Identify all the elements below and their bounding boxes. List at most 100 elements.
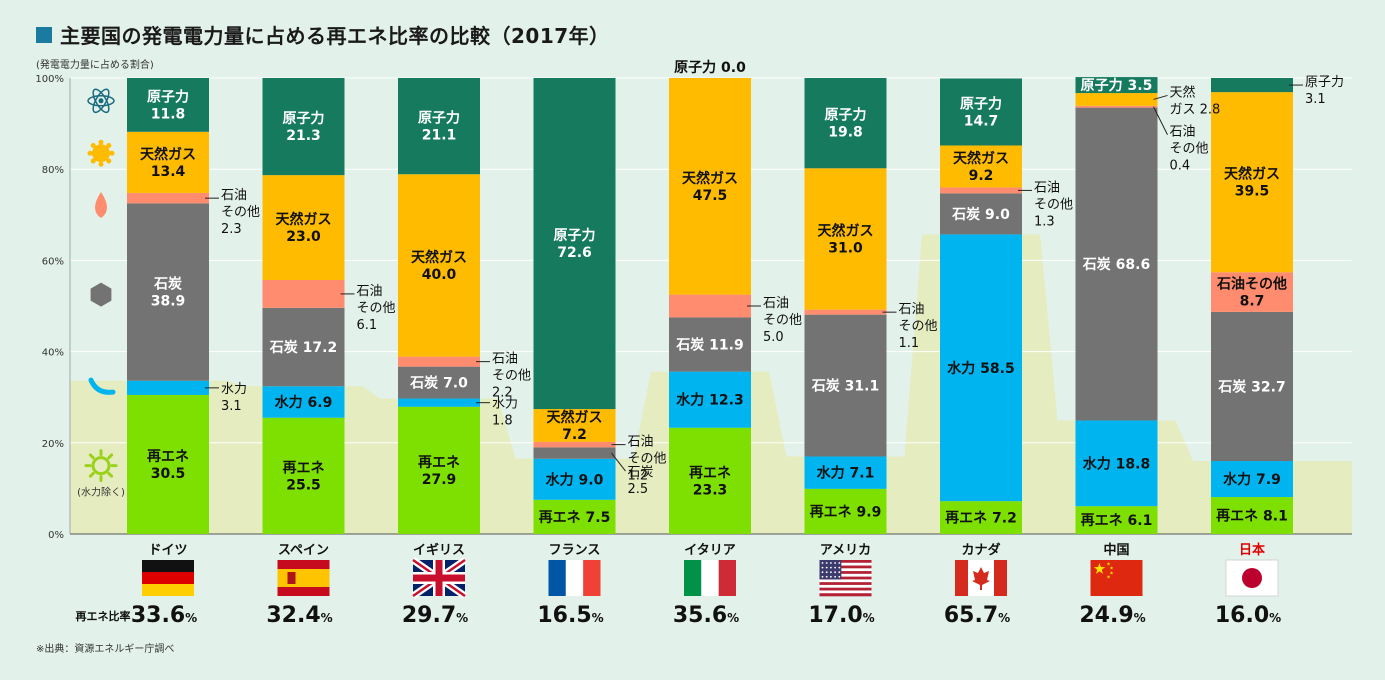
bar-segment-hydro <box>262 386 345 418</box>
ratio-unit: % <box>863 611 875 625</box>
bar-segment-coal <box>533 447 616 459</box>
bar-segment-renewable <box>533 499 616 534</box>
segment-label-out: 1.1 <box>899 336 920 351</box>
flag-icon <box>1090 560 1143 596</box>
segment-label-out: 3.1 <box>221 399 242 414</box>
flag-icon <box>830 562 832 564</box>
y-tick-label: 20% <box>42 439 64 450</box>
segment-label-out: 石炭 <box>628 465 654 480</box>
bar-segment-gas <box>804 168 887 310</box>
bar-segment-hydro <box>1211 461 1293 498</box>
segment-label: 再エネ <box>147 449 189 465</box>
segment-label: 石炭 31.1 <box>811 378 879 395</box>
sun-icon <box>107 453 114 460</box>
segment-label: 9.2 <box>969 168 994 184</box>
segment-label: 原子力 <box>147 88 189 105</box>
segment-label-out: 石油 <box>899 302 925 317</box>
bar-segment-nuclear <box>804 78 887 169</box>
segment-label: 天然ガス <box>682 170 738 187</box>
segment-label: 石炭 7.0 <box>409 375 468 392</box>
leader-line <box>611 452 626 472</box>
segment-label: 再エネ 8.1 <box>1216 509 1288 525</box>
bar-segment-nuclear <box>1075 77 1158 94</box>
segment-label: 38.9 <box>151 294 186 310</box>
flag-icon <box>830 566 832 569</box>
unit-note: (発電電力量に占める割合) <box>36 60 154 71</box>
segment-label: 25.5 <box>286 477 321 493</box>
flag-icon <box>819 565 872 569</box>
segment-label-out: 石油 <box>763 296 789 311</box>
segment-label-out: 2.5 <box>628 482 649 497</box>
bar-segment-coal <box>669 317 751 372</box>
flag-icon <box>821 562 824 564</box>
flag-icon <box>1106 562 1111 566</box>
bar-segment-oil <box>398 356 480 367</box>
segment-label: 19.8 <box>828 125 863 141</box>
bar-segment-hydro <box>669 371 751 428</box>
leader-line <box>1153 94 1168 100</box>
y-tick-label: 80% <box>42 165 64 176</box>
segment-label: 石炭 9.0 <box>951 206 1010 223</box>
source-note: ※出典：資源エネルギー庁調べ <box>36 644 175 655</box>
flag-icon <box>684 560 702 596</box>
y-tick-label: 0% <box>48 530 64 541</box>
country-label: アメリカ <box>820 543 871 558</box>
bar-segment-nuclear <box>1211 78 1293 93</box>
ratio-unit: % <box>727 611 739 625</box>
bar-segment-gas <box>127 131 209 193</box>
flag-icon <box>838 575 841 578</box>
segment-label: 再エネ <box>418 455 460 471</box>
bar-segment-gas <box>398 174 480 357</box>
renewable-ratio-value: 32.4% <box>266 603 332 628</box>
bar-segment-oil <box>262 280 345 308</box>
segment-label: 石炭 32.7 <box>1217 378 1285 395</box>
flag-icon <box>838 566 841 569</box>
flag-icon <box>565 560 584 596</box>
segment-label-out: 5.0 <box>763 330 784 345</box>
flag-icon <box>277 569 330 587</box>
flag-icon <box>821 571 824 574</box>
flag-icon <box>819 590 872 594</box>
flag-icon <box>819 560 872 564</box>
segment-label-out: 石油 <box>628 435 654 450</box>
flag-icon <box>1109 566 1114 570</box>
segment-label-out: 1.8 <box>492 414 513 429</box>
sun-icon <box>91 456 111 476</box>
flag-icon <box>819 584 872 588</box>
country-label: カナダ <box>961 542 1000 558</box>
leader-line <box>1153 106 1168 135</box>
segment-label: 27.9 <box>422 472 457 488</box>
segment-label-out: その他 <box>357 301 396 316</box>
segment-label: 石炭 11.9 <box>675 337 743 354</box>
segment-label: 23.3 <box>693 482 728 498</box>
coal-hexagon-icon <box>90 282 112 307</box>
segment-label: 石油その他 <box>1216 276 1287 293</box>
bar-segment-renewable <box>127 394 209 534</box>
segment-label: 天然ガス <box>547 409 603 426</box>
y-tick-label: 100% <box>35 74 64 85</box>
segment-label: 再エネ <box>689 465 731 481</box>
gas-flame-icon <box>109 150 115 156</box>
segment-label-out: その他 <box>492 369 531 384</box>
bar-segment-hydro <box>533 458 616 500</box>
flag-icon <box>825 562 828 564</box>
flag-icon <box>548 560 566 596</box>
bar-segment-renewable <box>940 501 1022 534</box>
flag-icon <box>834 575 836 578</box>
segment-label-out: ガス 2.8 <box>1170 102 1221 117</box>
segment-label-out: 水力 <box>492 397 518 412</box>
renewable-ratio-value: 16.5% <box>537 603 603 628</box>
segment-label-out: その他 <box>628 452 667 467</box>
segment-label-out: 石油 <box>1034 180 1060 195</box>
segment-label: 天然ガス <box>140 146 196 163</box>
ratio-unit: % <box>592 611 604 625</box>
segment-label: 31.0 <box>828 240 863 256</box>
bar-segment-coal <box>804 314 887 457</box>
flag-icon <box>1106 575 1111 579</box>
bar-segment-hydro <box>1075 420 1158 507</box>
flag-icon <box>819 579 872 583</box>
segment-label: 水力 18.8 <box>1083 455 1150 472</box>
segment-label-out: 3.1 <box>1305 92 1326 107</box>
flag-icon <box>825 575 828 578</box>
segment-label: 水力 58.5 <box>947 360 1014 377</box>
